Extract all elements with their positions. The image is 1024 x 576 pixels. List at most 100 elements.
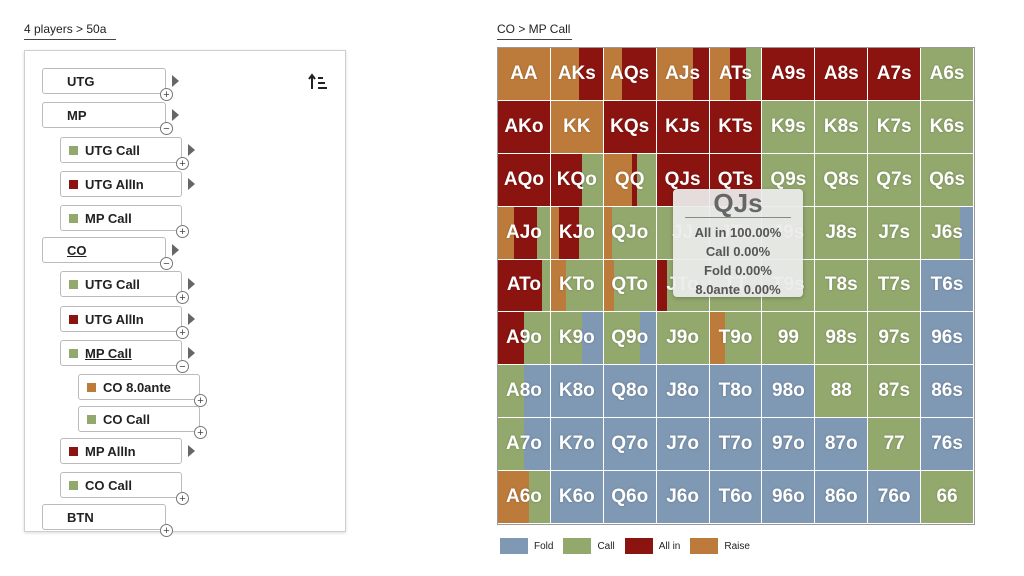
hand-cell-T8o[interactable]: T8o bbox=[709, 365, 763, 419]
hand-cell-Q7o[interactable]: Q7o bbox=[603, 418, 657, 472]
hand-cell-T6s[interactable]: T6s bbox=[921, 259, 974, 313]
expand-icon[interactable]: + bbox=[176, 492, 189, 505]
hand-cell-ATo[interactable]: ATo bbox=[498, 259, 551, 313]
hand-cell-KJs[interactable]: KJs bbox=[656, 100, 710, 154]
hand-cell-KTo[interactable]: KTo bbox=[550, 259, 604, 313]
hand-cell-J9o[interactable]: J9o bbox=[656, 312, 710, 366]
expand-arrow-icon[interactable] bbox=[188, 445, 195, 457]
expand-arrow-icon[interactable] bbox=[188, 278, 195, 290]
hand-cell-T7s[interactable]: T7s bbox=[868, 259, 922, 313]
hand-cell-QTo[interactable]: QTo bbox=[603, 259, 657, 313]
hand-cell-AQs[interactable]: AQs bbox=[603, 48, 657, 101]
hand-cell-96s[interactable]: 96s bbox=[921, 312, 974, 366]
hand-cell-QJo[interactable]: QJo bbox=[603, 206, 657, 260]
hand-cell-J7s[interactable]: J7s bbox=[868, 206, 922, 260]
hand-cell-Q6s[interactable]: Q6s bbox=[921, 153, 974, 207]
hand-cell-A8o[interactable]: A8o bbox=[498, 365, 551, 419]
hand-cell-87s[interactable]: 87s bbox=[868, 365, 922, 419]
hand-cell-Q9o[interactable]: Q9o bbox=[603, 312, 657, 366]
hand-cell-T7o[interactable]: T7o bbox=[709, 418, 763, 472]
hand-cell-AJs[interactable]: AJs bbox=[656, 48, 710, 101]
tree-node-mp-call[interactable]: MP Call − bbox=[60, 340, 189, 373]
hand-cell-J6s[interactable]: J6s bbox=[921, 206, 974, 260]
tree-node-utg-allin[interactable]: UTG AllIn bbox=[60, 171, 182, 197]
hand-cell-86o[interactable]: 86o bbox=[815, 471, 869, 524]
collapse-icon[interactable]: − bbox=[176, 360, 189, 373]
hand-cell-T6o[interactable]: T6o bbox=[709, 471, 763, 524]
hand-cell-KQs[interactable]: KQs bbox=[603, 100, 657, 154]
hand-cell-66[interactable]: 66 bbox=[921, 471, 974, 524]
hand-cell-Q8o[interactable]: Q8o bbox=[603, 365, 657, 419]
hand-cell-A8s[interactable]: A8s bbox=[815, 48, 869, 101]
expand-arrow-icon[interactable] bbox=[188, 313, 195, 325]
hand-cell-K6s[interactable]: K6s bbox=[921, 100, 974, 154]
tree-node-mp-allin[interactable]: MP AllIn bbox=[60, 438, 182, 464]
hand-cell-AJo[interactable]: AJo bbox=[498, 206, 551, 260]
expand-icon[interactable]: + bbox=[194, 426, 207, 439]
hand-cell-A6o[interactable]: A6o bbox=[498, 471, 551, 524]
tree-node-utg[interactable]: UTG + bbox=[42, 68, 173, 101]
hand-cell-T8s[interactable]: T8s bbox=[815, 259, 869, 313]
hand-cell-96o[interactable]: 96o bbox=[762, 471, 816, 524]
hand-cell-T9o[interactable]: T9o bbox=[709, 312, 763, 366]
expand-arrow-icon[interactable] bbox=[172, 75, 179, 87]
hand-cell-Q7s[interactable]: Q7s bbox=[868, 153, 922, 207]
hand-cell-ATs[interactable]: ATs bbox=[709, 48, 763, 101]
collapse-icon[interactable]: − bbox=[160, 122, 173, 135]
tree-node-utg-call[interactable]: UTG Call + bbox=[60, 271, 189, 304]
hand-cell-AA[interactable]: AA bbox=[498, 48, 551, 101]
tree-node-utg-allin[interactable]: UTG AllIn + bbox=[60, 306, 189, 339]
hand-cell-97s[interactable]: 97s bbox=[868, 312, 922, 366]
expand-arrow-icon[interactable] bbox=[172, 244, 179, 256]
hand-cell-88[interactable]: 88 bbox=[815, 365, 869, 419]
hand-cell-AKo[interactable]: AKo bbox=[498, 100, 551, 154]
hand-cell-KTs[interactable]: KTs bbox=[709, 100, 763, 154]
tree-node-mp[interactable]: MP − bbox=[42, 102, 173, 135]
hand-cell-AKs[interactable]: AKs bbox=[550, 48, 604, 101]
expand-icon[interactable]: + bbox=[160, 524, 173, 537]
expand-arrow-icon[interactable] bbox=[188, 347, 195, 359]
expand-icon[interactable]: + bbox=[176, 326, 189, 339]
hand-cell-86s[interactable]: 86s bbox=[921, 365, 974, 419]
hand-cell-K7o[interactable]: K7o bbox=[550, 418, 604, 472]
hand-cell-K8s[interactable]: K8s bbox=[815, 100, 869, 154]
hand-cell-AQo[interactable]: AQo bbox=[498, 153, 551, 207]
tree-node-co-8-0ante[interactable]: CO 8.0ante + bbox=[78, 374, 207, 407]
hand-cell-87o[interactable]: 87o bbox=[815, 418, 869, 472]
hand-cell-77[interactable]: 77 bbox=[868, 418, 922, 472]
hand-cell-KJo[interactable]: KJo bbox=[550, 206, 604, 260]
tree-node-utg-call[interactable]: UTG Call + bbox=[60, 137, 189, 170]
hand-cell-J7o[interactable]: J7o bbox=[656, 418, 710, 472]
tree-node-co[interactable]: CO − bbox=[42, 237, 173, 270]
tree-node-btn[interactable]: BTN + bbox=[42, 504, 173, 537]
sort-icon[interactable] bbox=[308, 73, 328, 91]
expand-icon[interactable]: + bbox=[176, 225, 189, 238]
hand-cell-76s[interactable]: 76s bbox=[921, 418, 974, 472]
hand-cell-97o[interactable]: 97o bbox=[762, 418, 816, 472]
hand-cell-J6o[interactable]: J6o bbox=[656, 471, 710, 524]
collapse-icon[interactable]: − bbox=[160, 257, 173, 270]
hand-cell-K6o[interactable]: K6o bbox=[550, 471, 604, 524]
expand-arrow-icon[interactable] bbox=[188, 178, 195, 190]
expand-icon[interactable]: + bbox=[160, 88, 173, 101]
hand-cell-A7s[interactable]: A7s bbox=[868, 48, 922, 101]
hand-cell-J8s[interactable]: J8s bbox=[815, 206, 869, 260]
hand-cell-76o[interactable]: 76o bbox=[868, 471, 922, 524]
tree-node-mp-call[interactable]: MP Call + bbox=[60, 205, 189, 238]
tree-node-co-call[interactable]: CO Call + bbox=[78, 406, 207, 439]
hand-cell-98o[interactable]: 98o bbox=[762, 365, 816, 419]
tree-node-co-call[interactable]: CO Call + bbox=[60, 472, 189, 505]
hand-cell-Q8s[interactable]: Q8s bbox=[815, 153, 869, 207]
expand-icon[interactable]: + bbox=[176, 157, 189, 170]
hand-cell-QQ[interactable]: QQ bbox=[603, 153, 657, 207]
hand-cell-98s[interactable]: 98s bbox=[815, 312, 869, 366]
hand-cell-J8o[interactable]: J8o bbox=[656, 365, 710, 419]
hand-cell-99[interactable]: 99 bbox=[762, 312, 816, 366]
hand-cell-Q6o[interactable]: Q6o bbox=[603, 471, 657, 524]
hand-cell-A9s[interactable]: A9s bbox=[762, 48, 816, 101]
hand-cell-K7s[interactable]: K7s bbox=[868, 100, 922, 154]
hand-cell-A6s[interactable]: A6s bbox=[921, 48, 974, 101]
expand-icon[interactable]: + bbox=[194, 394, 207, 407]
expand-arrow-icon[interactable] bbox=[172, 109, 179, 121]
hand-cell-KQo[interactable]: KQo bbox=[550, 153, 604, 207]
